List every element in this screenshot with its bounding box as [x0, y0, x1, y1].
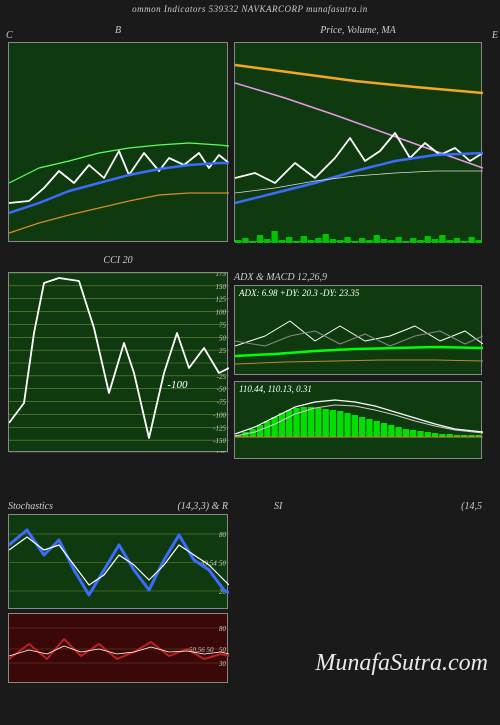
corner-left: C [6, 30, 13, 41]
panel-price: Price, Volume, MA [234, 42, 482, 242]
svg-text:175: 175 [216, 273, 227, 278]
svg-text:100: 100 [216, 309, 227, 317]
svg-text:-75: -75 [217, 399, 227, 407]
chart-adx [235, 286, 483, 376]
panel-macd: 110.44, 110.13, 0.31 [234, 381, 482, 459]
stoch-title-left: Stochastics [8, 501, 53, 512]
svg-text:80: 80 [219, 531, 227, 539]
svg-text:25: 25 [219, 347, 227, 355]
panel-cci: CCI 20 175150125100755025-25-50-75-100-1… [8, 272, 228, 452]
svg-text:50: 50 [219, 334, 227, 342]
svg-text:75: 75 [219, 321, 227, 329]
panel-rsi: 80503050,56 50 [8, 613, 228, 683]
svg-text:30: 30 [218, 660, 227, 668]
rsi-title: SI [274, 501, 282, 512]
panel-price-title: Price, Volume, MA [320, 25, 396, 36]
panel-adx: ADX: 6.98 +DY: 20.3 -DY: 23.35 [234, 285, 482, 375]
page-header: ommon Indicators 539332 NAVKARCORP munaf… [0, 0, 500, 18]
svg-text:-100: -100 [213, 411, 226, 419]
svg-text:125: 125 [216, 296, 227, 304]
svg-text:80: 80 [219, 625, 227, 633]
svg-text:150: 150 [216, 283, 227, 291]
panel-adx-title: ADX & MACD 12,26,9 [234, 272, 482, 283]
adx-macd-col: ADX & MACD 12,26,9 ADX: 6.98 +DY: 20.3 -… [234, 272, 482, 459]
svg-text:-50: -50 [217, 386, 227, 394]
svg-text:-125: -125 [213, 424, 226, 432]
stoch-title-right: (14,3,3) & R [177, 501, 228, 512]
macd-values: 110.44, 110.13, 0.31 [239, 384, 312, 394]
chart-bb [9, 43, 229, 243]
svg-text:50: 50 [219, 560, 227, 568]
svg-text:-175: -175 [213, 450, 226, 453]
panel-bb-title: B [115, 25, 121, 36]
chart-rsi: 80503050,56 50 [9, 614, 229, 684]
corner-right: E [492, 30, 498, 41]
svg-text:-150: -150 [213, 437, 226, 445]
stoch-rsi-col: Stochastics (14,3,3) & R 80502049,54 805… [8, 501, 228, 683]
panel-cci-title: CCI 20 [103, 255, 132, 266]
watermark: MunafaSutra.com [315, 650, 488, 677]
svg-text:-100: -100 [167, 379, 188, 391]
rsi-extra: (14,5 [461, 501, 482, 512]
panel-stoch: 80502049,54 [8, 514, 228, 609]
panel-bb: B [8, 42, 228, 242]
svg-text:-25: -25 [217, 373, 227, 381]
chart-stoch: 80502049,54 [9, 515, 229, 610]
adx-values: ADX: 6.98 +DY: 20.3 -DY: 23.35 [239, 288, 359, 298]
chart-price [235, 43, 483, 243]
chart-cci: 175 150 125 100 75 50 25 -25 -50 -75 -100 -125 -150 -… [9, 273, 229, 453]
